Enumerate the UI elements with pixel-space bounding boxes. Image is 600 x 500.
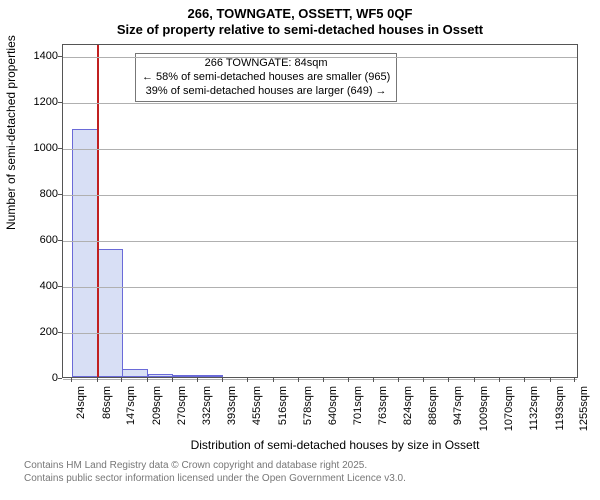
x-tick-mark bbox=[172, 378, 173, 382]
x-tick-label: 24sqm bbox=[75, 386, 87, 442]
y-tick-label: 800 bbox=[22, 188, 58, 200]
y-tick-label: 0 bbox=[22, 372, 58, 384]
x-tick-label: 455sqm bbox=[251, 386, 263, 442]
histogram-bar bbox=[173, 375, 198, 377]
gridline bbox=[63, 195, 577, 196]
plot-area: 266 TOWNGATE: 84sqm ← 58% of semi-detach… bbox=[62, 44, 578, 378]
x-tick-mark bbox=[524, 378, 525, 382]
x-tick-label: 824sqm bbox=[402, 386, 414, 442]
x-tick-label: 1070sqm bbox=[503, 386, 515, 442]
x-tick-label: 86sqm bbox=[101, 386, 113, 442]
y-tick-label: 600 bbox=[22, 234, 58, 246]
info-box: 266 TOWNGATE: 84sqm ← 58% of semi-detach… bbox=[135, 53, 397, 102]
x-tick-label: 1009sqm bbox=[478, 386, 490, 442]
x-tick-label: 1193sqm bbox=[554, 386, 566, 442]
x-tick-label: 947sqm bbox=[452, 386, 464, 442]
x-tick-mark bbox=[323, 378, 324, 382]
x-tick-mark bbox=[574, 378, 575, 382]
marker-line bbox=[97, 45, 99, 377]
gridline bbox=[63, 241, 577, 242]
x-tick-mark bbox=[71, 378, 72, 382]
x-tick-label: 332sqm bbox=[201, 386, 213, 442]
histogram-bar bbox=[148, 374, 173, 377]
x-tick-label: 516sqm bbox=[277, 386, 289, 442]
x-tick-mark bbox=[448, 378, 449, 382]
y-tick-mark bbox=[58, 378, 62, 379]
info-line-1: 266 TOWNGATE: 84sqm bbox=[142, 57, 390, 71]
footer-attribution: Contains HM Land Registry data © Crown c… bbox=[24, 459, 584, 485]
info-line-2: ← 58% of semi-detached houses are smalle… bbox=[142, 71, 390, 85]
gridline bbox=[63, 57, 577, 58]
x-tick-label: 393sqm bbox=[226, 386, 238, 442]
histogram-bar bbox=[198, 375, 223, 377]
x-tick-label: 763sqm bbox=[377, 386, 389, 442]
x-tick-label: 1132sqm bbox=[528, 386, 540, 442]
histogram-bar bbox=[72, 129, 97, 377]
x-tick-mark bbox=[97, 378, 98, 382]
y-tick-label: 1200 bbox=[22, 96, 58, 108]
x-tick-label: 701sqm bbox=[352, 386, 364, 442]
chart-subtitle: Size of property relative to semi-detach… bbox=[0, 22, 600, 37]
histogram-bar bbox=[98, 249, 123, 377]
y-axis-label: Number of semi-detached properties bbox=[4, 35, 18, 230]
x-tick-mark bbox=[222, 378, 223, 382]
gridline bbox=[63, 333, 577, 334]
footer-line-2: Contains public sector information licen… bbox=[24, 472, 584, 485]
x-tick-mark bbox=[373, 378, 374, 382]
gridline bbox=[63, 149, 577, 150]
y-tick-label: 400 bbox=[22, 280, 58, 292]
x-tick-label: 886sqm bbox=[427, 386, 439, 442]
x-tick-label: 270sqm bbox=[176, 386, 188, 442]
x-tick-mark bbox=[423, 378, 424, 382]
x-tick-mark bbox=[197, 378, 198, 382]
gridline bbox=[63, 287, 577, 288]
y-tick-label: 1400 bbox=[22, 50, 58, 62]
x-tick-mark bbox=[247, 378, 248, 382]
x-tick-mark bbox=[474, 378, 475, 382]
histogram-bar bbox=[122, 369, 147, 377]
footer-line-1: Contains HM Land Registry data © Crown c… bbox=[24, 459, 584, 472]
x-tick-mark bbox=[398, 378, 399, 382]
gridline bbox=[63, 103, 577, 104]
x-tick-mark bbox=[147, 378, 148, 382]
chart-title: 266, TOWNGATE, OSSETT, WF5 0QF bbox=[0, 6, 600, 21]
x-tick-mark bbox=[273, 378, 274, 382]
x-tick-label: 209sqm bbox=[151, 386, 163, 442]
y-tick-label: 1000 bbox=[22, 142, 58, 154]
chart-container: 266, TOWNGATE, OSSETT, WF5 0QF Size of p… bbox=[0, 0, 600, 500]
x-tick-label: 1255sqm bbox=[578, 386, 590, 442]
x-tick-label: 578sqm bbox=[302, 386, 314, 442]
x-tick-mark bbox=[499, 378, 500, 382]
x-tick-mark bbox=[121, 378, 122, 382]
info-line-3: 39% of semi-detached houses are larger (… bbox=[142, 85, 390, 99]
x-axis-label: Distribution of semi-detached houses by … bbox=[90, 438, 580, 452]
y-tick-label: 200 bbox=[22, 326, 58, 338]
x-tick-label: 640sqm bbox=[327, 386, 339, 442]
x-tick-mark bbox=[298, 378, 299, 382]
x-tick-label: 147sqm bbox=[125, 386, 137, 442]
x-tick-mark bbox=[550, 378, 551, 382]
x-tick-mark bbox=[348, 378, 349, 382]
